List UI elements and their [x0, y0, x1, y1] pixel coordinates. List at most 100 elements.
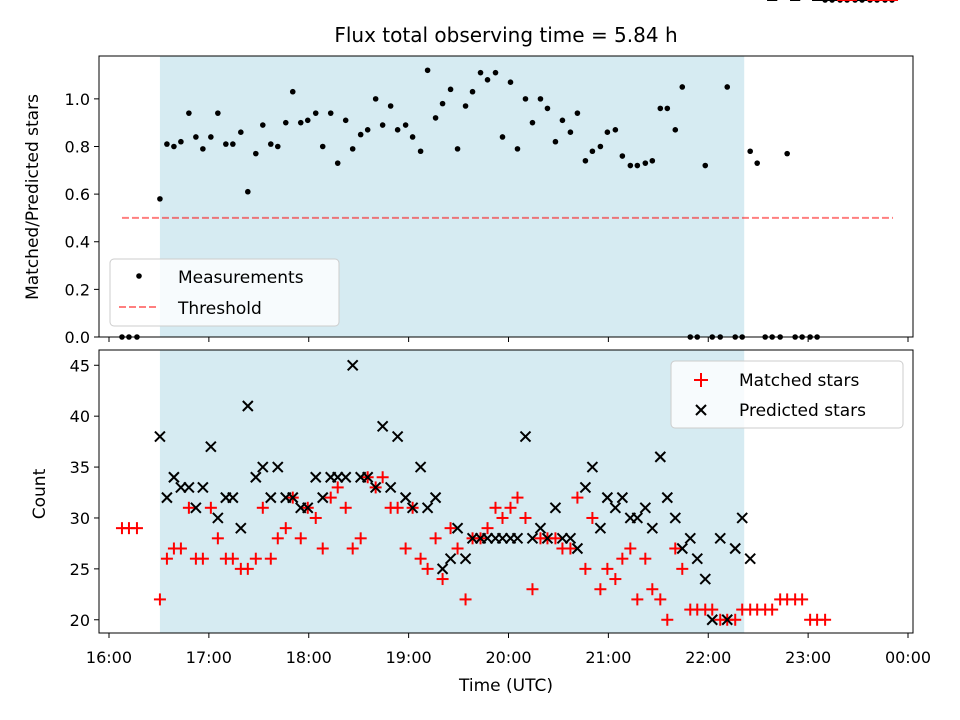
predicted-point	[571, 542, 584, 555]
predicted-point	[714, 532, 726, 545]
predicted-point	[168, 471, 180, 483]
counts-panel: 20 25 30 35 40 45 16:00 17:00 18:00 19:00 20:00 21…	[30, 0, 931, 696]
predicted-point	[310, 471, 322, 483]
x-axis: 16:00 17:00 18:00 19:00 20:00 21:00 22:00 23:00…	[86, 633, 931, 667]
matched-point	[489, 501, 502, 514]
predicted-point	[242, 400, 254, 412]
measurement-point	[747, 148, 753, 155]
measurement-point	[589, 148, 596, 155]
matched-point	[153, 593, 166, 606]
measurement-point	[424, 67, 431, 74]
matched-point	[616, 552, 629, 565]
counts-y-axis: 20 25 30 35 40 45	[70, 356, 99, 630]
x-axis-label: Time (UTC)	[458, 676, 553, 696]
predicted-point	[317, 491, 329, 504]
matched-point	[211, 532, 224, 545]
measurement-point	[672, 127, 679, 133]
measurement-point	[529, 119, 536, 126]
measurement-point	[514, 146, 521, 152]
matched-point	[706, 603, 719, 616]
matched-point	[796, 593, 809, 606]
legend-measurements-label: Measurements	[178, 268, 304, 288]
ratio-panel: 0.0 0.2 0.4 0.6 0.8 1.0 Matched/Predicted sta…	[23, 0, 914, 347]
predicted-point	[684, 532, 696, 545]
measurement-point	[200, 146, 206, 152]
counts-y-tick-label: 30	[70, 509, 90, 528]
ratio-y-tick-label: 1.0	[65, 90, 90, 109]
measurement-point	[215, 110, 221, 116]
predicted-point	[601, 491, 614, 504]
matched-point	[511, 491, 524, 504]
matched-point	[631, 593, 644, 606]
predicted-point	[549, 502, 562, 514]
measurement-point	[582, 157, 589, 164]
predicted-point	[287, 491, 299, 504]
predicted-point	[339, 471, 352, 483]
measurement-point	[597, 143, 604, 150]
predicted-point	[205, 441, 217, 453]
predicted-point	[744, 552, 756, 565]
measurement-point	[499, 134, 506, 140]
matched-point	[646, 583, 659, 596]
measurement-point	[642, 160, 649, 166]
measurement-point	[312, 110, 319, 116]
measurement-point	[297, 119, 304, 126]
predicted-point	[197, 481, 209, 494]
matched-point	[571, 491, 584, 504]
matched-point	[256, 501, 269, 514]
matched-point	[586, 511, 599, 524]
predicted-point	[421, 502, 434, 514]
matched-point	[564, 542, 577, 555]
matched-point	[579, 562, 592, 575]
matched-point	[316, 542, 329, 555]
predicted-point	[190, 502, 202, 514]
measurement-point	[657, 105, 664, 112]
measurement-point	[259, 122, 266, 128]
measurement-point	[649, 157, 656, 164]
predicted-point	[526, 532, 539, 545]
matched-point	[421, 562, 434, 575]
matched-point	[451, 542, 464, 555]
matched-point	[376, 471, 389, 484]
measurement-point	[253, 150, 259, 157]
measurement-point	[447, 86, 454, 93]
legend-measurements-marker	[136, 273, 142, 279]
predicted-point	[691, 552, 703, 565]
legend-matched-marker	[694, 373, 708, 387]
measurement-point	[679, 84, 686, 90]
measurement-point	[544, 105, 551, 112]
predicted-point	[541, 532, 554, 545]
measurement-point	[372, 96, 379, 102]
matched-point	[294, 532, 307, 545]
matched-stars-series	[115, 0, 899, 626]
counts-y-axis-label: Count	[30, 468, 50, 519]
x-tick-label: 19:00	[386, 648, 432, 667]
measurement-point	[454, 146, 461, 152]
measurement-point	[462, 103, 469, 109]
predicted-point	[429, 491, 442, 504]
ratio-y-axis: 0.0 0.2 0.4 0.6 0.8 1.0	[65, 90, 99, 347]
measurement-point	[349, 146, 356, 152]
predicted-point	[391, 430, 404, 443]
matched-point	[264, 552, 277, 565]
measurement-point	[507, 79, 514, 85]
predicted-point	[564, 532, 577, 545]
measurement-point	[304, 117, 311, 124]
matched-point	[676, 562, 689, 575]
measurement-point	[186, 110, 192, 116]
matched-point	[354, 532, 367, 545]
measurement-point	[619, 153, 626, 159]
x-tick-label: 00:00	[885, 648, 931, 667]
predicted-point	[406, 502, 419, 514]
measurement-point	[409, 134, 416, 140]
matched-point	[130, 522, 143, 535]
matched-point	[399, 542, 412, 555]
predicted-point	[272, 461, 284, 473]
ratio-legend-box	[109, 258, 340, 327]
matched-point	[526, 583, 539, 596]
legend-threshold-label: Threshold	[177, 299, 262, 319]
observing-window-band-bottom	[159, 350, 745, 633]
measurement-point	[282, 119, 289, 126]
predicted-point	[669, 512, 681, 524]
